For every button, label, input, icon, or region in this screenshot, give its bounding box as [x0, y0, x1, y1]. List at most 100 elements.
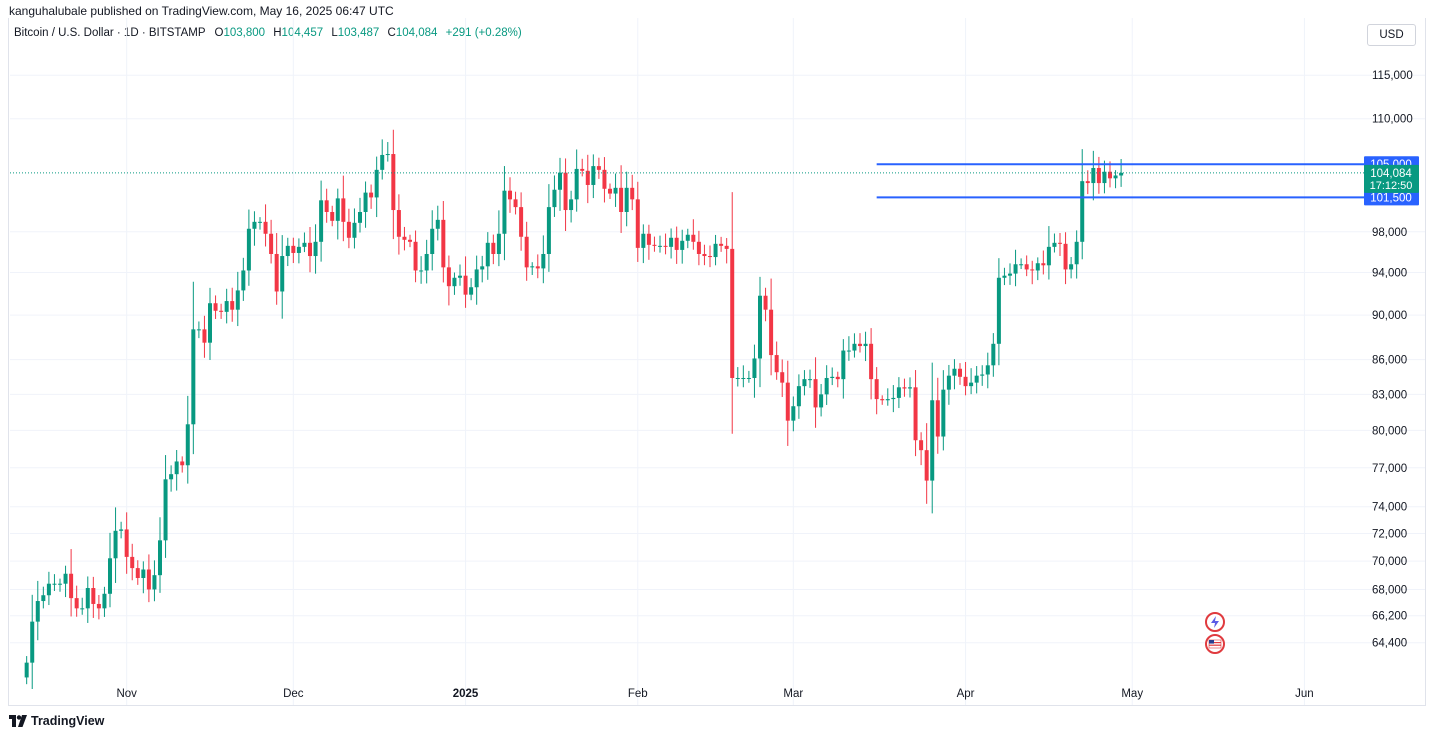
- candle[interactable]: [146, 554, 151, 603]
- candle[interactable]: [846, 336, 851, 361]
- candle[interactable]: [724, 238, 729, 264]
- candle[interactable]: [130, 543, 135, 581]
- candle[interactable]: [730, 192, 735, 434]
- candle[interactable]: [646, 224, 651, 260]
- candle[interactable]: [269, 219, 274, 264]
- candle[interactable]: [385, 142, 390, 162]
- candle[interactable]: [535, 254, 540, 279]
- candle[interactable]: [396, 194, 401, 255]
- candle[interactable]: [152, 560, 157, 602]
- candle[interactable]: [680, 229, 685, 264]
- candle[interactable]: [774, 341, 779, 380]
- candle[interactable]: [402, 226, 407, 251]
- candle[interactable]: [935, 377, 940, 454]
- candle[interactable]: [524, 221, 529, 281]
- candle[interactable]: [958, 363, 962, 385]
- candle[interactable]: [1008, 263, 1012, 285]
- candle[interactable]: [635, 181, 640, 262]
- candle[interactable]: [974, 366, 979, 394]
- candle[interactable]: [558, 157, 562, 211]
- candle[interactable]: [891, 385, 896, 413]
- candle[interactable]: [785, 360, 790, 446]
- candle[interactable]: [752, 344, 757, 398]
- candle[interactable]: [1080, 149, 1085, 260]
- candle[interactable]: [202, 315, 207, 358]
- candle[interactable]: [674, 226, 679, 264]
- candle[interactable]: [1024, 255, 1029, 277]
- candle[interactable]: [1052, 233, 1057, 253]
- candle[interactable]: [985, 352, 990, 389]
- candle[interactable]: [196, 321, 201, 339]
- candle[interactable]: [874, 367, 879, 415]
- candle[interactable]: [746, 370, 751, 383]
- candle[interactable]: [613, 173, 618, 207]
- candle[interactable]: [980, 365, 985, 386]
- candle[interactable]: [246, 209, 251, 286]
- candle[interactable]: [669, 228, 674, 259]
- candle[interactable]: [508, 177, 512, 213]
- candle[interactable]: [813, 357, 818, 428]
- candle[interactable]: [1019, 258, 1024, 270]
- candle[interactable]: [1102, 160, 1107, 194]
- candle[interactable]: [913, 370, 918, 457]
- candle[interactable]: [1069, 256, 1074, 279]
- candle[interactable]: [735, 367, 740, 387]
- candle[interactable]: [569, 190, 574, 223]
- candle[interactable]: [185, 395, 190, 484]
- candle[interactable]: [969, 368, 974, 395]
- candle[interactable]: [69, 549, 74, 617]
- candle[interactable]: [824, 365, 829, 405]
- candle[interactable]: [280, 235, 285, 319]
- candle[interactable]: [1041, 250, 1046, 275]
- candle[interactable]: [35, 580, 40, 641]
- candle[interactable]: [163, 455, 168, 558]
- candle[interactable]: [946, 364, 951, 405]
- candle[interactable]: [563, 158, 568, 231]
- candle[interactable]: [424, 239, 429, 284]
- candle[interactable]: [585, 154, 590, 204]
- candle[interactable]: [430, 210, 435, 271]
- candle[interactable]: [24, 656, 29, 685]
- candle[interactable]: [208, 287, 212, 361]
- candle[interactable]: [591, 154, 596, 199]
- bolt-icon[interactable]: [1205, 612, 1225, 632]
- candle[interactable]: [658, 235, 662, 253]
- candle[interactable]: [880, 395, 885, 405]
- candle[interactable]: [291, 237, 296, 264]
- candle[interactable]: [30, 594, 35, 690]
- candle[interactable]: [58, 578, 62, 592]
- candle[interactable]: [652, 236, 657, 252]
- candle[interactable]: [691, 219, 696, 250]
- candle[interactable]: [519, 192, 524, 251]
- candle[interactable]: [241, 257, 246, 301]
- candle[interactable]: [113, 507, 118, 583]
- candle[interactable]: [313, 224, 318, 274]
- candle[interactable]: [702, 244, 707, 266]
- candle[interactable]: [608, 183, 612, 199]
- candle[interactable]: [341, 175, 346, 242]
- candle[interactable]: [796, 374, 801, 419]
- candle[interactable]: [474, 255, 479, 305]
- candle[interactable]: [391, 129, 396, 240]
- symbol-title[interactable]: Bitcoin / U.S. Dollar · 1D · BITSTAMP: [14, 27, 206, 39]
- candle[interactable]: [1074, 230, 1079, 279]
- candle[interactable]: [224, 288, 229, 324]
- candle[interactable]: [91, 576, 96, 618]
- candle[interactable]: [408, 234, 412, 248]
- candle[interactable]: [491, 234, 496, 265]
- candle[interactable]: [624, 171, 629, 227]
- candle[interactable]: [1035, 257, 1040, 281]
- candle[interactable]: [530, 262, 535, 276]
- candle[interactable]: [552, 175, 557, 217]
- candle[interactable]: [841, 339, 846, 399]
- candle[interactable]: [852, 333, 857, 358]
- candle[interactable]: [174, 450, 179, 491]
- candle[interactable]: [41, 586, 46, 609]
- candle[interactable]: [230, 287, 235, 322]
- candle[interactable]: [308, 227, 312, 273]
- candle[interactable]: [802, 370, 807, 396]
- candle[interactable]: [74, 585, 79, 617]
- candle[interactable]: [780, 359, 785, 398]
- candle[interactable]: [696, 230, 701, 266]
- candle[interactable]: [763, 287, 768, 322]
